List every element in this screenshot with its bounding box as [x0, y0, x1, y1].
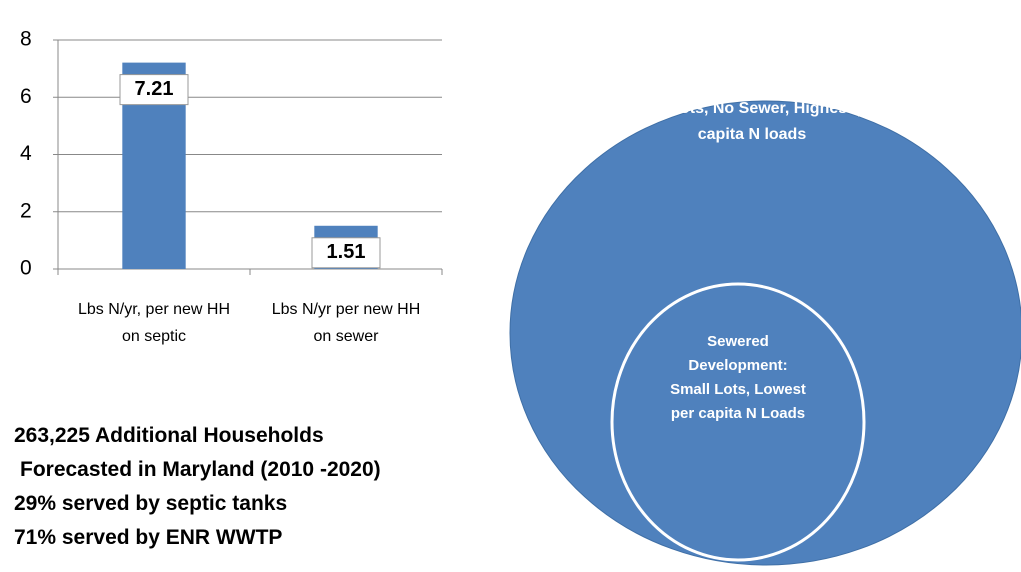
data-label: 1.51 — [327, 241, 366, 263]
note: Forecasted in Maryland (2010 -2020) — [20, 458, 381, 481]
y-tick-label: 4 — [20, 142, 32, 165]
x-tick-label: Lbs N/yr per new HH on sewer — [271, 301, 421, 345]
note: 71% served by ENR WWTP — [14, 526, 283, 549]
x-tick-label: Lbs N/yr, per new HH on septic — [77, 301, 231, 345]
data-label-box — [311, 237, 381, 269]
data-label: 7.21 — [135, 78, 174, 100]
note: 263,225 Additional Households — [14, 424, 324, 447]
data-label-box — [119, 74, 189, 106]
note: 29% served by septic tanks — [14, 492, 288, 515]
y-tick-label: 2 — [20, 199, 32, 222]
y-tick-label: 6 — [20, 85, 32, 108]
inner-circle — [610, 282, 866, 562]
inner-label: Sewered Development: Small Lots, Lowest … — [670, 333, 806, 422]
outer-label: Large Lots, No Sewer, Highest per capita… — [622, 100, 882, 143]
y-tick-label: 8 — [20, 28, 32, 51]
y-tick-label: 0 — [20, 257, 32, 280]
